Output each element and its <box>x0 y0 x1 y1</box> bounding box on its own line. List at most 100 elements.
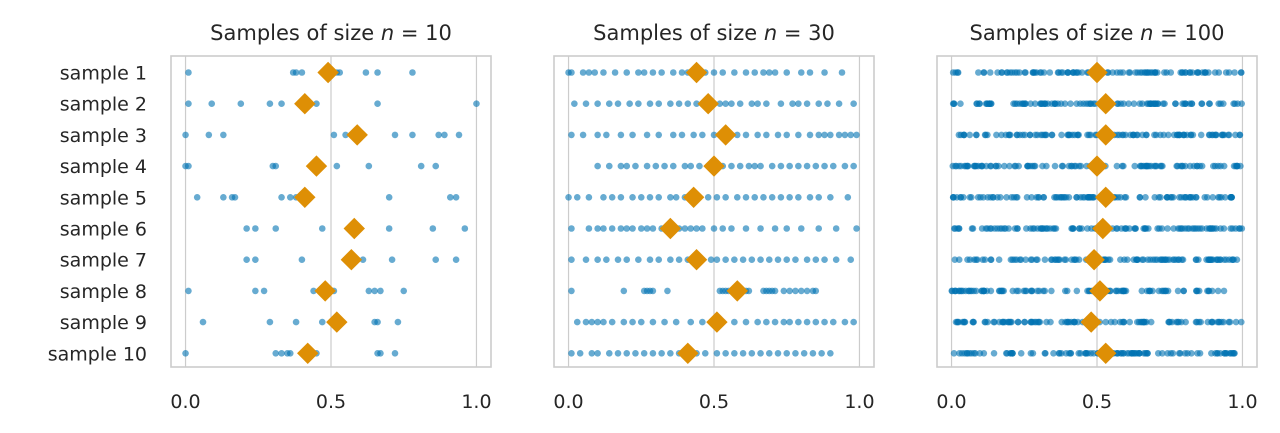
sample-point <box>568 225 575 232</box>
sample-point <box>841 131 849 139</box>
sample-point <box>742 318 750 326</box>
sample-point <box>853 225 860 232</box>
sample-point <box>1114 131 1121 139</box>
sample-point <box>832 256 840 264</box>
sample-point <box>754 131 761 139</box>
sample-point <box>1016 131 1024 139</box>
sample-point <box>751 194 759 201</box>
plot-frame <box>170 55 492 368</box>
sample-point <box>812 256 820 264</box>
sample-point <box>333 162 341 170</box>
sample-point <box>1133 256 1141 264</box>
sample-point <box>1066 131 1074 139</box>
sample-point <box>763 100 770 107</box>
sample-point <box>579 69 587 76</box>
mean-marker <box>659 217 682 240</box>
sample-point <box>220 194 227 201</box>
sample-point <box>687 225 695 232</box>
sample-point <box>771 69 779 76</box>
sample-point <box>1121 225 1129 232</box>
sample-point <box>829 162 837 170</box>
sample-point <box>1166 318 1174 326</box>
sample-point <box>646 100 654 107</box>
sample-point <box>568 287 575 295</box>
sample-point <box>783 69 791 76</box>
sample-point <box>605 350 613 357</box>
sample-point <box>675 256 683 264</box>
sample-point <box>266 318 274 326</box>
sample-point <box>952 318 960 326</box>
row-label: sample 1 <box>60 63 147 85</box>
sample-point <box>1214 287 1222 295</box>
sample-point <box>1071 131 1078 139</box>
sample-point <box>827 350 834 357</box>
sample-point <box>994 69 1001 76</box>
sample-point <box>629 225 636 232</box>
sample-point <box>998 287 1005 295</box>
sample-point <box>783 350 791 357</box>
sample-point <box>661 162 668 170</box>
sample-point <box>757 225 764 232</box>
sample-point <box>701 350 709 357</box>
sample-point <box>667 194 674 201</box>
sample-point <box>1140 256 1147 264</box>
sample-point <box>803 100 811 107</box>
sample-point <box>955 131 963 139</box>
mean-marker <box>1095 186 1117 209</box>
sample-point <box>981 256 989 264</box>
sample-point <box>783 225 791 232</box>
sample-point <box>1198 162 1206 170</box>
sample-point <box>1001 318 1009 326</box>
sample-point <box>1138 162 1146 170</box>
sample-point <box>963 350 971 357</box>
sample-point <box>1115 287 1122 295</box>
sample-point <box>649 350 657 357</box>
sample-point <box>1231 69 1238 76</box>
sample-point <box>1178 69 1186 76</box>
sample-point <box>1029 287 1036 295</box>
sample-point <box>1237 318 1245 326</box>
sample-point <box>1028 194 1035 201</box>
mean-marker <box>685 61 708 84</box>
sample-point <box>1160 256 1167 264</box>
sample-point <box>1174 287 1182 295</box>
sample-point <box>1047 318 1054 326</box>
sample-point <box>409 131 416 139</box>
sample-point <box>733 194 741 201</box>
sample-point <box>763 318 770 326</box>
sample-point <box>710 69 718 76</box>
sample-point <box>205 131 213 139</box>
sample-point <box>286 350 294 357</box>
sample-point <box>1061 256 1068 264</box>
sample-point <box>950 100 958 107</box>
sample-point <box>690 131 697 139</box>
sample-point <box>585 69 593 76</box>
sample-point <box>435 131 442 139</box>
sample-point <box>832 225 840 232</box>
sample-point <box>649 225 657 232</box>
sample-point <box>237 100 245 107</box>
sample-point <box>385 225 393 232</box>
sample-point <box>1064 69 1071 76</box>
sample-point <box>1146 287 1153 295</box>
sample-point <box>617 194 625 201</box>
sample-point <box>617 131 625 139</box>
sample-point <box>637 225 645 232</box>
sample-point <box>1034 256 1041 264</box>
sample-point <box>1035 194 1042 201</box>
sample-point <box>1130 100 1138 107</box>
sample-point <box>780 318 788 326</box>
sample-point <box>643 225 651 232</box>
sample-point <box>757 162 764 170</box>
sample-point <box>757 256 764 264</box>
sample-point <box>818 350 825 357</box>
mean-marker <box>1095 342 1117 365</box>
sample-point <box>252 256 259 264</box>
sample-point <box>1182 318 1189 326</box>
sample-point <box>1125 100 1132 107</box>
sample-point <box>968 287 976 295</box>
sample-point <box>957 287 965 295</box>
sample-point <box>964 256 971 264</box>
sample-point <box>1104 69 1112 76</box>
sample-point <box>185 162 192 170</box>
